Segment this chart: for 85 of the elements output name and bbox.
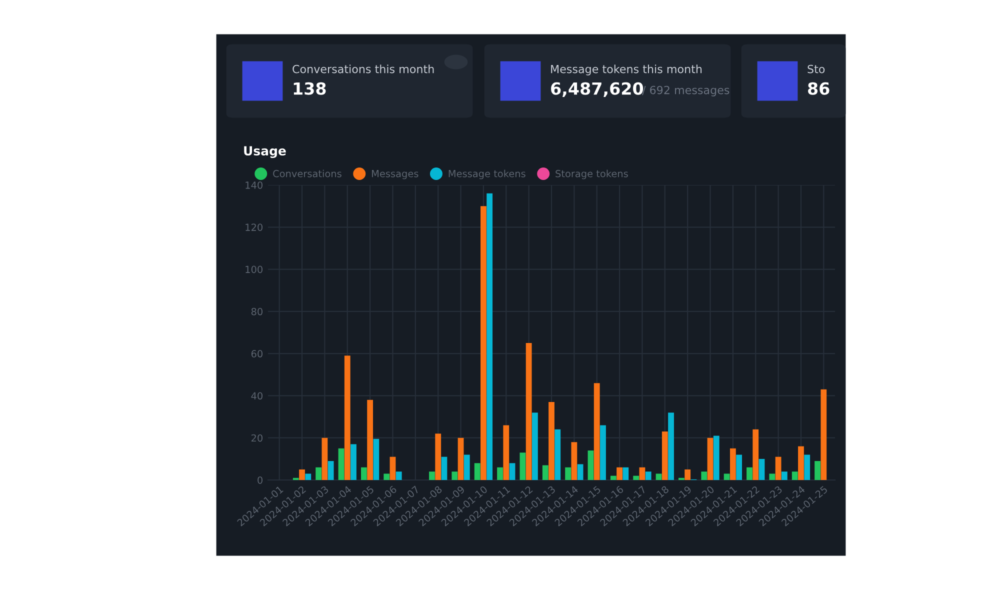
bar xyxy=(798,446,804,480)
bar xyxy=(344,356,350,480)
text: / 692 messages xyxy=(642,86,730,96)
bar xyxy=(305,474,312,480)
bar xyxy=(814,461,820,480)
bar xyxy=(577,464,584,480)
bar xyxy=(645,472,652,480)
bar xyxy=(429,472,435,480)
bar xyxy=(610,476,616,480)
bar xyxy=(474,463,480,480)
y-tick-label: 0 xyxy=(258,476,262,484)
bar xyxy=(458,438,464,480)
bar xyxy=(594,383,600,480)
bar xyxy=(600,425,606,480)
bar xyxy=(668,412,674,480)
bar xyxy=(532,412,538,480)
bar xyxy=(707,438,714,480)
bar xyxy=(322,438,328,480)
y-tick-label: 40 xyxy=(251,392,262,400)
text: 86 xyxy=(808,82,830,95)
bar xyxy=(730,448,736,480)
bar xyxy=(328,461,334,480)
bar xyxy=(701,472,708,480)
bar xyxy=(633,476,640,480)
bar xyxy=(746,467,752,480)
bar xyxy=(360,467,367,480)
bar xyxy=(503,425,510,480)
bar xyxy=(384,474,390,480)
bar xyxy=(435,434,442,480)
legend-label: Conversations xyxy=(273,170,342,178)
legend-label: Messages xyxy=(372,170,418,180)
bar xyxy=(497,467,503,480)
text: Message tokens this month xyxy=(551,64,702,76)
bar xyxy=(820,389,827,480)
bar xyxy=(542,465,548,480)
bar xyxy=(565,467,572,480)
bar xyxy=(662,432,668,480)
y-tick-label: 140 xyxy=(246,181,262,189)
legend-label: Storage tokens xyxy=(556,170,628,180)
bar xyxy=(390,456,396,480)
y-tick-label: 20 xyxy=(251,434,262,442)
bar xyxy=(752,429,759,480)
bar xyxy=(486,193,493,480)
legend-label: Message tokens xyxy=(448,170,526,180)
bar xyxy=(684,469,691,480)
bar xyxy=(548,402,554,480)
y-tick-label: 120 xyxy=(246,224,262,231)
bar xyxy=(509,463,516,480)
bar xyxy=(338,448,344,480)
bar xyxy=(452,472,458,480)
text: 6,487,620 xyxy=(551,82,644,97)
bar xyxy=(367,400,374,480)
bar xyxy=(622,467,629,480)
y-tick-label: 80 xyxy=(251,308,262,316)
bar xyxy=(299,469,305,480)
bar xyxy=(520,452,526,480)
chart-title: Usage xyxy=(244,146,286,158)
y-tick-label: 100 xyxy=(246,266,262,274)
bar xyxy=(571,442,578,480)
bar xyxy=(724,474,730,480)
bar xyxy=(480,206,486,480)
bar xyxy=(373,438,380,480)
bar xyxy=(350,444,356,480)
text: Conversations this month xyxy=(292,64,434,74)
bar xyxy=(713,436,720,480)
bar xyxy=(792,472,798,480)
bar xyxy=(781,472,788,480)
bar xyxy=(769,474,776,480)
bar xyxy=(441,456,448,480)
text: 138 xyxy=(294,82,326,95)
bar xyxy=(464,454,470,480)
bar xyxy=(616,467,622,480)
bar xyxy=(758,458,765,480)
bar xyxy=(639,467,646,480)
y-tick-label: 60 xyxy=(251,350,262,358)
bar xyxy=(554,429,561,480)
bar xyxy=(588,450,594,480)
bar xyxy=(736,454,742,480)
bar xyxy=(804,454,810,480)
bar xyxy=(526,343,532,480)
bar xyxy=(316,467,322,480)
text: Sto xyxy=(808,64,825,74)
bar xyxy=(775,456,782,480)
bar xyxy=(656,474,662,480)
bar xyxy=(396,472,402,480)
